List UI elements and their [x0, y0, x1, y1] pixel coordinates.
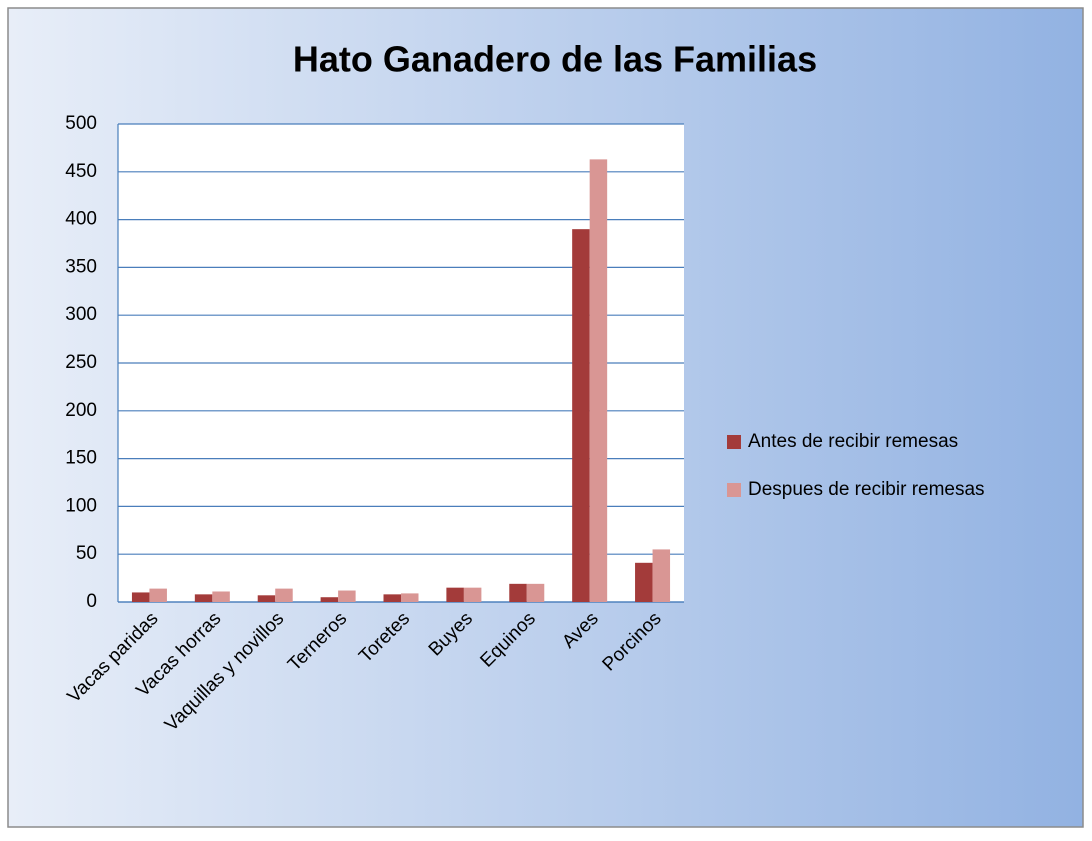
- bar: [383, 594, 401, 602]
- y-tick-label: 150: [65, 448, 97, 469]
- y-tick-label: 450: [65, 161, 97, 182]
- y-tick-label: 250: [65, 352, 97, 373]
- bar: [401, 593, 419, 602]
- bar: [652, 549, 671, 602]
- bar: [446, 587, 464, 602]
- y-tick-label: 200: [65, 400, 97, 421]
- y-tick-label: 50: [76, 543, 97, 564]
- bar: [463, 587, 482, 602]
- bar: [275, 588, 293, 602]
- legend-label: Despues de recibir remesas: [748, 479, 985, 500]
- y-tick-label: 350: [65, 256, 97, 277]
- y-tick-label: 300: [65, 304, 97, 325]
- y-tick-label: 500: [65, 113, 97, 134]
- bar: [149, 588, 167, 602]
- legend-swatch: [727, 483, 741, 497]
- bar: [131, 592, 150, 602]
- legend-label: Antes de recibir remesas: [748, 431, 958, 452]
- bar: [635, 562, 653, 602]
- bar: [212, 591, 230, 602]
- bar: [338, 590, 356, 602]
- y-tick-label: 100: [65, 495, 97, 516]
- bar: [320, 597, 339, 602]
- bar: [589, 159, 608, 602]
- bar: [194, 594, 213, 602]
- bar: [572, 229, 590, 602]
- bar: [257, 595, 276, 602]
- bar: [509, 583, 527, 602]
- bar: [526, 583, 545, 602]
- y-tick-label: 400: [65, 209, 97, 230]
- y-tick-label: 0: [86, 591, 97, 612]
- chart-title: Hato Ganadero de las Familias: [293, 39, 817, 80]
- legend-swatch: [727, 435, 741, 449]
